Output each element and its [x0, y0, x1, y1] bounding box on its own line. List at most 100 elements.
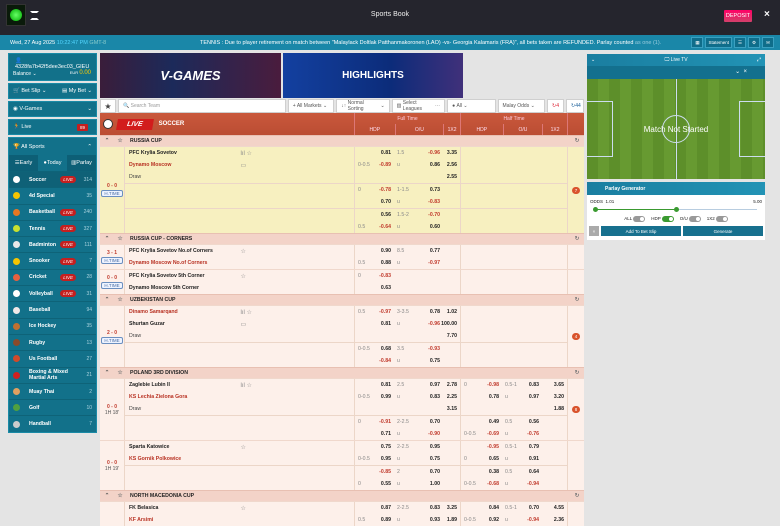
odds-value[interactable]: -0.70	[428, 212, 440, 218]
add-to-bet-slip-button[interactable]: Add To Bet Slip	[601, 226, 681, 236]
sorting-select[interactable]: ↓↑ Normal Sorting ⌄	[336, 99, 390, 113]
deposit-button[interactable]: DEPOSIT	[724, 10, 752, 22]
sidebar-item-cricket[interactable]: Cricket LIVE 28	[9, 268, 96, 285]
league-header[interactable]: ⌃ ☆ RUSSIA CUP - CORNERS ↻	[100, 233, 584, 244]
odds-value[interactable]: 0.56	[380, 212, 391, 218]
statement-button[interactable]: Statement	[705, 37, 732, 48]
favorite-star-icon[interactable]: ☆	[117, 138, 123, 144]
match-icons[interactable]: lıl ☆	[240, 382, 252, 389]
odds-value[interactable]: -0.68	[487, 481, 499, 487]
odds-value[interactable]: -0.94	[527, 481, 539, 487]
odds-value[interactable]: 3.65	[553, 382, 564, 388]
odds-value[interactable]: 0.81	[380, 382, 391, 388]
close-tv-icon[interactable]: ×	[743, 69, 747, 75]
odds-value[interactable]: -0.97	[379, 309, 391, 315]
brand-logo[interactable]	[6, 4, 26, 26]
sidebar-item-basketball[interactable]: Basketball LIVE 240	[9, 203, 96, 220]
match-icons[interactable]: ☆	[240, 273, 246, 280]
bet-slip-button[interactable]: 🛒 Bet Slip ⌄	[13, 88, 47, 94]
odds-value[interactable]: 0.90	[380, 248, 391, 254]
odds-value[interactable]: 1.89	[446, 517, 457, 523]
odds-value[interactable]: 2.25	[446, 394, 457, 400]
refresh-all-button[interactable]: ↻ 44	[566, 99, 584, 113]
match-icons[interactable]: ▭	[240, 321, 247, 328]
league-header[interactable]: ⌃ ☆ POLAND 3RD DIVISION ↻	[100, 367, 584, 378]
sidebar-item-volleyball[interactable]: Volleyball LIVE 31	[9, 285, 96, 301]
generate-button[interactable]: Generate	[683, 226, 763, 236]
fullscreen-icon[interactable]	[30, 11, 39, 20]
odds-value[interactable]: 7.70	[446, 333, 457, 339]
sidebar-item-4d-special[interactable]: 4d Special 35	[9, 187, 96, 203]
odds-value[interactable]: -0.83	[379, 273, 391, 279]
favorite-star-icon[interactable]: ☆	[117, 297, 123, 303]
odds-value[interactable]: -0.64	[379, 224, 391, 230]
more-bets-button[interactable]: 7	[571, 186, 581, 194]
match-icons[interactable]: lıl ☆	[240, 309, 252, 316]
odds-value[interactable]: 0.79	[528, 444, 539, 450]
collapse-icon[interactable]: ⌃	[104, 493, 110, 499]
odds-value[interactable]: 0.87	[380, 505, 391, 511]
odds-value[interactable]: 0.71	[380, 431, 391, 437]
expand-icon[interactable]: ⤢	[756, 57, 761, 63]
slider-max-handle[interactable]	[674, 207, 679, 212]
leagues-select[interactable]: ▥ Select Leagues ⋯	[391, 99, 446, 113]
odds-value[interactable]: 2.36	[553, 517, 564, 523]
search-input[interactable]: 🔍 Search Team	[118, 99, 286, 113]
favorites-star-icon[interactable]: ★	[100, 99, 116, 113]
odds-value[interactable]: 2.78	[446, 382, 457, 388]
league-header[interactable]: ⌃ ☆ RUSSIA CUP ↻	[100, 135, 584, 146]
odds-value[interactable]: 0.49	[488, 419, 499, 425]
collapse-icon[interactable]: ⌃	[104, 370, 110, 376]
toggle-1x2[interactable]: 1X2	[707, 215, 728, 222]
odds-value[interactable]: 0.73	[429, 187, 440, 193]
odds-value[interactable]: 3.25	[446, 505, 457, 511]
refresh-icon[interactable]: ↻	[574, 138, 580, 144]
league-header[interactable]: ⌃ ☆ UZBEKISTAN CUP ↻	[100, 294, 584, 305]
match-icons[interactable]: ▭	[240, 162, 247, 169]
odds-value[interactable]: 0.64	[528, 469, 539, 475]
odds-value[interactable]: 0.75	[380, 444, 391, 450]
odds-value[interactable]: -0.98	[487, 382, 499, 388]
sidebar-item-baseball[interactable]: Baseball 94	[9, 301, 96, 317]
close-icon[interactable]: ×	[764, 9, 770, 20]
my-bet-button[interactable]: ▤ My Bet ⌄	[62, 88, 92, 94]
odds-value[interactable]: -0.96	[428, 150, 440, 156]
refresh-icon[interactable]: ↻	[574, 236, 580, 242]
match-icons[interactable]: ☆	[240, 248, 246, 255]
odds-value[interactable]: 3.35	[446, 150, 457, 156]
odds-value[interactable]: -0.90	[428, 431, 440, 437]
odds-value[interactable]: -0.91	[379, 419, 391, 425]
odds-value[interactable]: -0.95	[487, 444, 499, 450]
favorite-star-icon[interactable]: ☆	[117, 493, 123, 499]
minimize-icon[interactable]: ⌄	[735, 69, 741, 75]
odds-value[interactable]: 0.65	[488, 456, 499, 462]
odds-value[interactable]: -0.69	[487, 431, 499, 437]
odds-value[interactable]: 0.60	[429, 224, 440, 230]
odds-value[interactable]: 0.78	[488, 394, 499, 400]
sidebar-item-handball[interactable]: Handball 7	[9, 415, 96, 431]
collapse-icon[interactable]: ⌃	[104, 297, 110, 303]
odds-value[interactable]: 0.84	[488, 505, 499, 511]
odds-value[interactable]: 0.70	[429, 419, 440, 425]
odds-value[interactable]: 0.97	[429, 382, 440, 388]
odds-value[interactable]: 0.77	[429, 248, 440, 254]
sidebar-item-ice-hockey[interactable]: Ice Hockey 35	[9, 317, 96, 334]
sidebar-item-live[interactable]: 🏃 Live 89	[8, 119, 97, 135]
odds-value[interactable]: 0.97	[528, 394, 539, 400]
league-header[interactable]: ⌃ ☆ NORTH MACEDONIA CUP ↻	[100, 490, 584, 501]
odds-value[interactable]: 0.70	[429, 469, 440, 475]
sidebar-item-muay-thai[interactable]: Muay Thai 2	[9, 382, 96, 399]
toggle-ou[interactable]: O/U	[680, 215, 701, 222]
tab-parlay[interactable]: ▥ Parlay	[71, 160, 92, 166]
odds-value[interactable]: 0.63	[380, 285, 391, 291]
highlights-banner[interactable]: HIGHLIGHTS	[283, 53, 463, 98]
odds-value[interactable]: 0.83	[528, 382, 539, 388]
odds-value[interactable]: -0.83	[428, 199, 440, 205]
match-icons[interactable]: ☆	[240, 505, 246, 512]
sidebar-item-tennis[interactable]: Tennis LIVE 327	[9, 219, 96, 236]
odds-value[interactable]: 0.70	[380, 199, 391, 205]
odds-slider[interactable]	[593, 207, 757, 213]
odds-value[interactable]: 0.93	[429, 517, 440, 523]
collapse-icon[interactable]: ⌃	[104, 236, 110, 242]
toggle-switch[interactable]	[715, 215, 728, 222]
